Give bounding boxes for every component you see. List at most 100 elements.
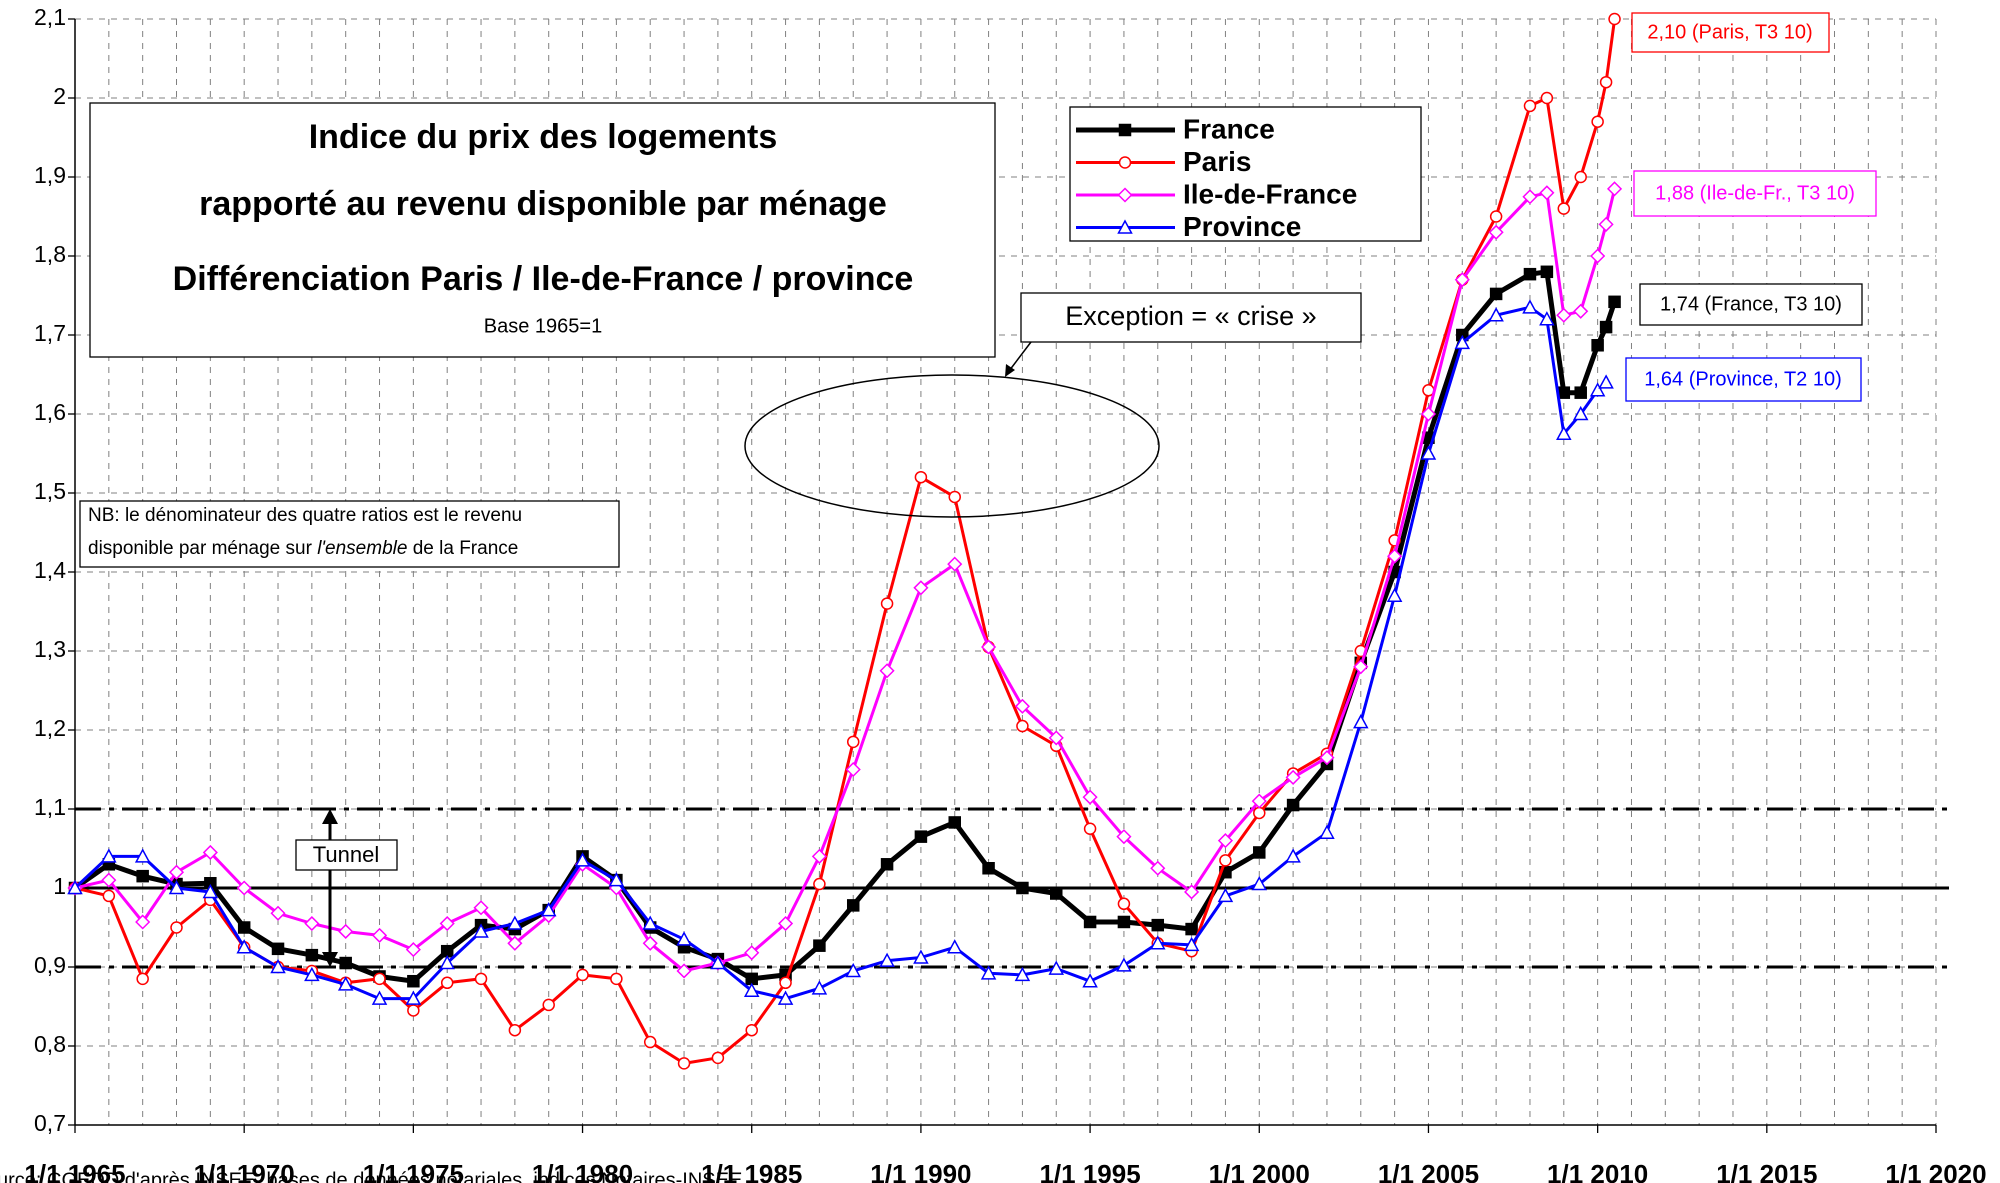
marker (980, 965, 997, 980)
marker (1151, 918, 1165, 932)
marker (710, 954, 726, 970)
marker (270, 958, 286, 974)
marker (1489, 287, 1503, 301)
marker (202, 883, 219, 899)
marker (1522, 299, 1538, 314)
marker (1353, 714, 1369, 729)
marker (982, 862, 995, 875)
marker (1183, 936, 1200, 952)
marker (643, 1035, 657, 1049)
x-tick-label: 1/1 2000 (1209, 1159, 1310, 1183)
marker (134, 848, 151, 863)
marker (1117, 219, 1133, 234)
marker (1589, 382, 1606, 397)
marker (168, 879, 185, 895)
marker (1082, 973, 1098, 988)
marker (507, 915, 523, 930)
x-tick-label: 1/1 2005 (1378, 1159, 1479, 1183)
marker (879, 952, 895, 967)
note-text: disponible par ménage sur l'ensemble de … (88, 538, 518, 559)
marker (880, 597, 894, 610)
marker (1285, 848, 1301, 863)
marker (1608, 295, 1621, 309)
marker (946, 939, 963, 954)
marker (1523, 99, 1537, 113)
annotations: Indice du prix des logements rapporté au… (79, 12, 1877, 967)
y-tick-label: 0,9 (34, 952, 66, 978)
series-group (68, 265, 1621, 988)
y-tick-label: 1,7 (34, 320, 66, 346)
marker (474, 972, 488, 986)
marker (1454, 334, 1471, 350)
marker (1591, 115, 1604, 128)
note-text: NB: le dénominateur des quatre ratios es… (88, 505, 522, 526)
marker (405, 990, 422, 1005)
marker (304, 966, 320, 982)
x-tick-label: 1/1 1995 (1039, 1159, 1140, 1183)
marker (576, 968, 589, 982)
marker (102, 889, 116, 903)
marker (1082, 789, 1098, 805)
marker (202, 844, 218, 861)
marker (1014, 966, 1031, 982)
marker (1016, 881, 1029, 895)
marker (1574, 170, 1587, 184)
note-text: l'ensemble (317, 538, 407, 559)
marker (135, 914, 151, 930)
marker (1387, 548, 1403, 564)
y-tick-label: 1,3 (34, 636, 66, 662)
legend-label: Paris (1183, 146, 1252, 177)
end-label-box (1633, 170, 1877, 217)
x-tick-label: 1/1 1990 (870, 1159, 971, 1183)
source: urce: CGEDD d'après INSEE, bases de donn… (0, 1169, 742, 1183)
marker (846, 735, 860, 749)
marker (1217, 887, 1234, 903)
marker (642, 935, 658, 951)
marker (1591, 339, 1604, 352)
y-tick-label: 1,1 (34, 794, 66, 820)
marker (1117, 897, 1131, 911)
marker (677, 1057, 691, 1070)
series (67, 12, 1623, 1070)
marker (304, 915, 320, 932)
end-label: 2,10 (Paris, T3 10) (1647, 21, 1812, 43)
marker (880, 858, 894, 871)
chart-subtitle: Base 1965=1 (484, 315, 602, 337)
end-label: 1,88 (Ile-de-Fr., T3 10) (1655, 182, 1855, 204)
marker (236, 880, 252, 896)
marker (1185, 922, 1198, 936)
series-group (67, 299, 1614, 1005)
marker (1539, 311, 1555, 326)
end-label: 1,74 (France, T3 10) (1660, 293, 1842, 315)
marker (743, 982, 760, 997)
marker (407, 1004, 420, 1017)
marker (1556, 307, 1572, 323)
marker (813, 877, 826, 891)
marker (811, 848, 827, 864)
marker (339, 956, 352, 970)
y-tick-label: 2 (53, 83, 66, 109)
marker (101, 872, 117, 888)
marker (542, 998, 555, 1012)
marker (473, 923, 489, 938)
marker (1184, 884, 1200, 900)
marker (1523, 267, 1537, 281)
y-tick-label: 1,5 (34, 478, 66, 504)
marker (507, 935, 523, 951)
marker (371, 990, 388, 1005)
marker (170, 921, 183, 934)
marker (373, 972, 386, 986)
end-label: 1,64 (Province, T2 10) (1644, 368, 1842, 390)
marker (1217, 833, 1233, 849)
marker (1454, 272, 1470, 288)
marker (1117, 187, 1133, 203)
x-tick-label: 1/1 2015 (1716, 1159, 1817, 1183)
marker (270, 905, 286, 921)
legend-marker (1118, 123, 1132, 137)
marker (1253, 846, 1266, 859)
marker (1150, 935, 1166, 950)
y-tick-label: 1,2 (34, 715, 66, 741)
marker (337, 976, 354, 991)
marker (1118, 156, 1132, 169)
marker (1590, 248, 1606, 264)
